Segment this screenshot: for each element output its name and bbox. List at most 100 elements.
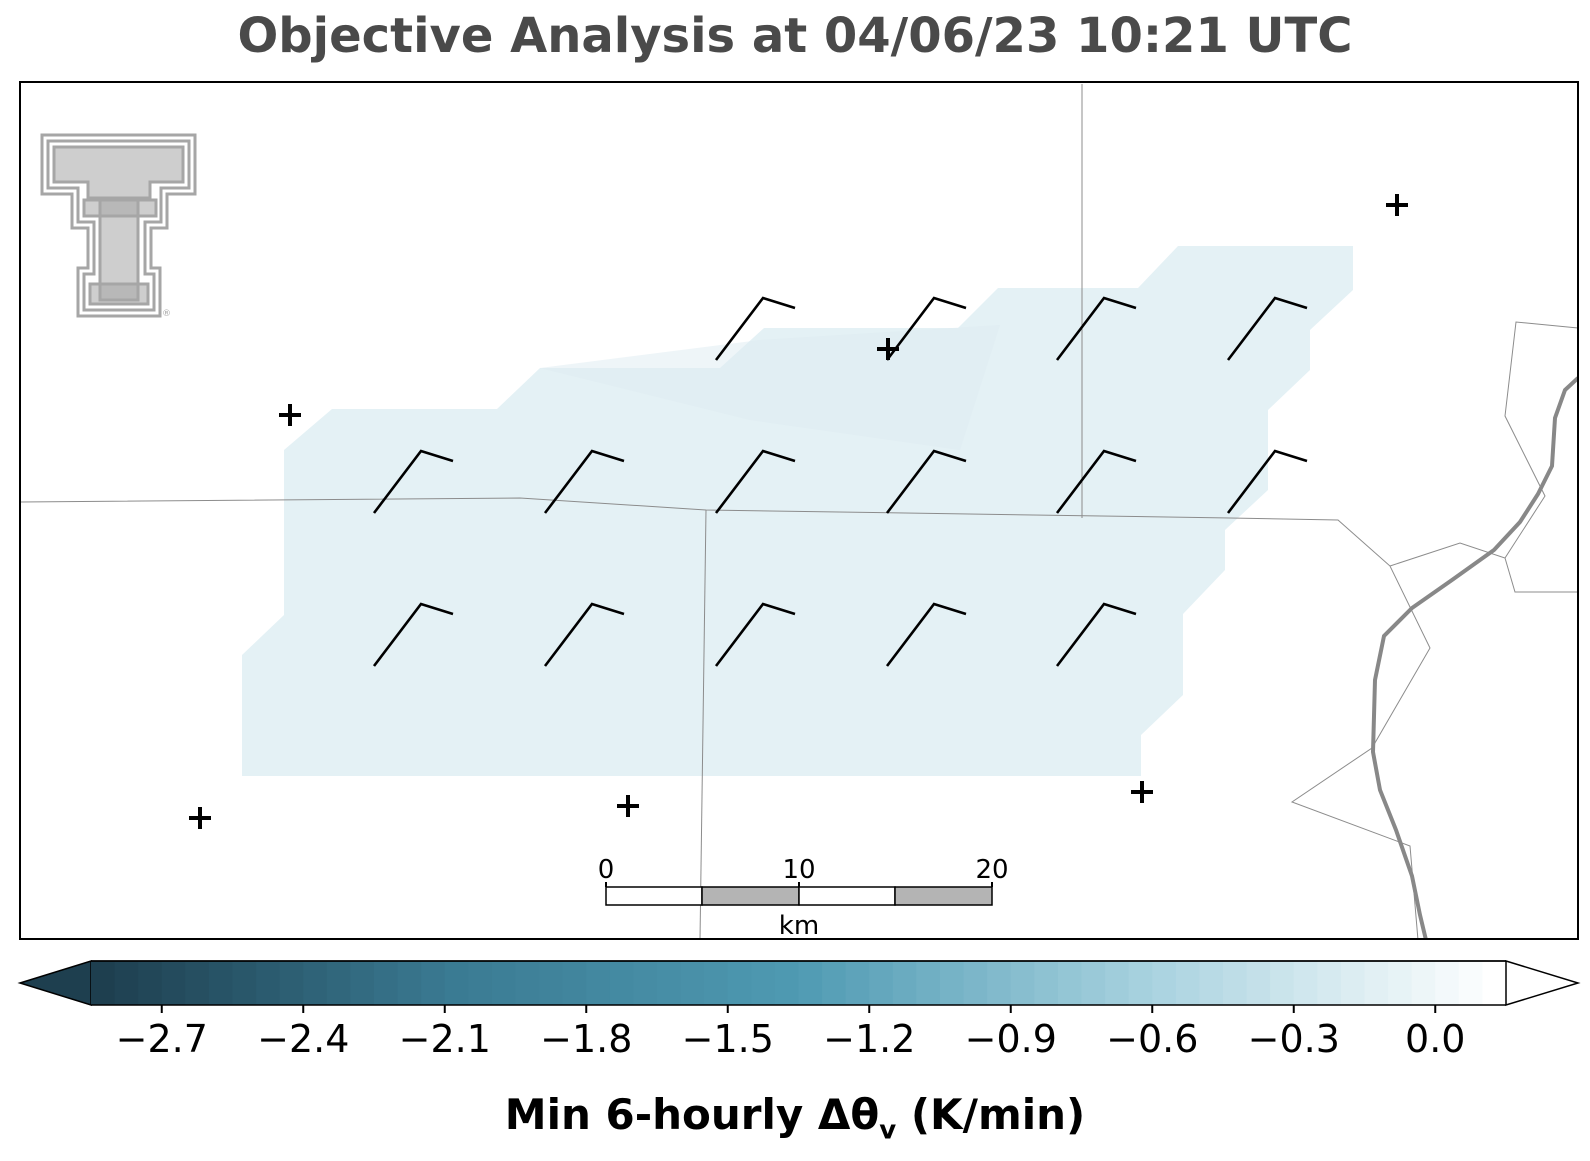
colorbar-band: [1317, 961, 1342, 1005]
colorbar-band: [303, 961, 328, 1005]
wind-barb-icon: [543, 602, 625, 667]
colorbar-band: [138, 961, 163, 1005]
colorbar-band: [1057, 961, 1083, 1005]
logo-outer-outline: [40, 133, 197, 318]
colorbar-band: [374, 961, 399, 1005]
colorbar-tick-label: −1.5: [682, 1017, 774, 1061]
colorbar-band: [869, 961, 894, 1005]
colorbar-band: [421, 961, 446, 1005]
wind-barb-icon: [372, 449, 454, 514]
plot-title: Objective Analysis at 04/06/23 10:21 UTC: [237, 8, 1353, 64]
colorbar-band: [491, 961, 517, 1005]
wind-barb-icon: [885, 449, 967, 514]
colorbar-band: [586, 961, 611, 1005]
colorbar-tick-label: −0.6: [1106, 1017, 1198, 1061]
colorbar-band: [1010, 961, 1035, 1005]
colorbar-band: [208, 961, 234, 1005]
county-line: [1504, 321, 1578, 559]
colorbar-band: [562, 961, 587, 1005]
colorbar-band: [1293, 961, 1318, 1005]
colorbar-band: [444, 961, 469, 1005]
wind-barb-icon: [543, 449, 625, 514]
logo-registered-mark: ®: [162, 309, 171, 319]
wind-barb-icon: [714, 449, 796, 514]
colorbar-label-subscript: v: [879, 1115, 897, 1146]
colorbar-tick-label: −2.7: [116, 1017, 208, 1061]
scale-bar-segment: [894, 886, 993, 906]
colorbar-band: [1388, 961, 1413, 1005]
colorbar-band: [822, 961, 847, 1005]
state-boundary: [1370, 376, 1578, 939]
station-plus-icon: [1386, 194, 1408, 216]
wind-barb-icon: [885, 602, 967, 667]
scale-bar-label-10: 10: [782, 855, 815, 885]
colorbar-band: [161, 961, 186, 1005]
colorbar-band: [657, 961, 682, 1005]
colorbar-tick-label: −2.4: [257, 1017, 349, 1061]
wind-barb-icon: [372, 602, 454, 667]
colorbar-band: [704, 961, 729, 1005]
colorbar-band: [326, 961, 352, 1005]
colorbar-band: [1411, 961, 1436, 1005]
colorbar-band: [1364, 961, 1389, 1005]
colorbar-band: [397, 961, 422, 1005]
wind-barbs-layer: [372, 296, 1308, 667]
colorbar-band: [114, 961, 139, 1005]
station-plus-icon: [877, 338, 899, 360]
logo-inner-outline: [46, 139, 191, 312]
colorbar-band: [279, 961, 304, 1005]
colorbar-band: [633, 961, 658, 1005]
station-plus-icon: [1131, 781, 1153, 803]
colorbar-band: [751, 961, 776, 1005]
colorbar-band: [727, 961, 752, 1005]
colorbar-extend-high: [1505, 959, 1581, 1007]
scale-bar-label-0: 0: [598, 855, 615, 885]
colorbar-ticks: −2.7 −2.4 −2.1 −1.8 −1.5 −1.2 −0.9 −0.6 −0.3 0.0: [116, 1005, 1465, 1061]
colorbar-tick-label: 0.0: [1405, 1017, 1465, 1061]
colorbar-band: [845, 961, 870, 1005]
colorbar-band: [1128, 961, 1153, 1005]
wind-barb-icon: [714, 296, 796, 361]
colorbar-band: [963, 961, 988, 1005]
county-boundaries: [20, 84, 1578, 939]
colorbar-band: [1482, 961, 1507, 1005]
colorbar-band: [892, 961, 918, 1005]
colorbar-tick-label: −1.8: [540, 1017, 632, 1061]
colorbar-band: [185, 961, 210, 1005]
county-line: [699, 509, 707, 939]
colorbar-band: [1175, 961, 1201, 1005]
analysis-shaded-field-inner: [540, 325, 1000, 450]
colorbar-band: [1081, 961, 1106, 1005]
wind-barb-icon: [885, 296, 967, 361]
colorbar-band: [1458, 961, 1484, 1005]
colorbar-band: [1270, 961, 1295, 1005]
colorbar-band: [232, 961, 257, 1005]
colorbar-band: [256, 961, 281, 1005]
logo-lower-bar: [82, 198, 158, 218]
station-plus-icon: [189, 807, 211, 829]
colorbar-extend-low: [17, 959, 92, 1007]
colorbar-band: [1105, 961, 1130, 1005]
map-frame: [19, 81, 1579, 940]
colorbar-band: [1152, 961, 1177, 1005]
colorbar-band: [916, 961, 941, 1005]
colorbar-band: [350, 961, 375, 1005]
scale-bar: 0 10 20 km: [598, 855, 1009, 941]
station-plus-icon: [279, 404, 301, 426]
colorbar-band: [1246, 961, 1271, 1005]
colorbar-band: [798, 961, 823, 1005]
colorbar-band: [774, 961, 800, 1005]
colorbar-band: [1223, 961, 1248, 1005]
colorbar-band: [539, 961, 564, 1005]
stations-layer: [189, 194, 1408, 829]
colorbar-band: [1435, 961, 1460, 1005]
wind-barb-icon: [1055, 602, 1137, 667]
colorbar-tick-label: −0.3: [1248, 1017, 1340, 1061]
wind-barb-icon: [714, 602, 796, 667]
colorbar-label-main: Min 6-hourly Δθ: [504, 1090, 880, 1139]
logo-base: [88, 282, 150, 306]
scale-bar-unit: km: [779, 911, 819, 941]
colorbar-bands: [91, 961, 1507, 1005]
